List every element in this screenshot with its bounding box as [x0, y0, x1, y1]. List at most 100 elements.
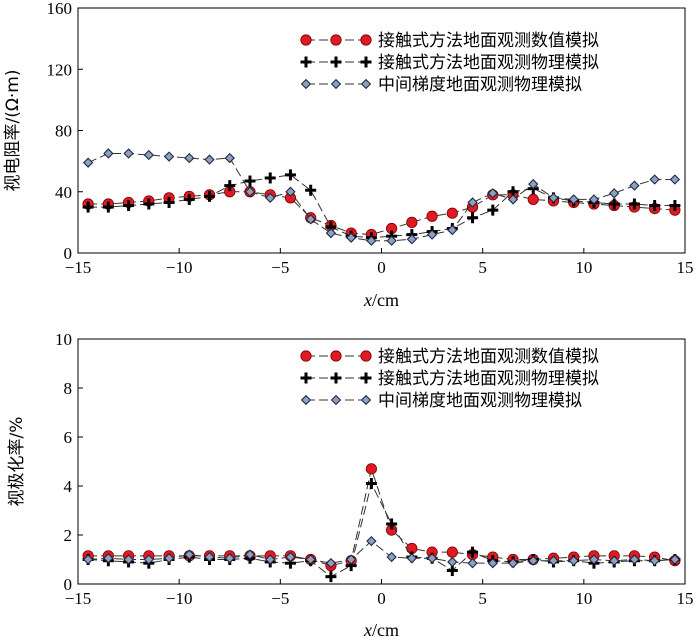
- x-tick-label: 15: [677, 589, 694, 608]
- data-point: [345, 232, 357, 243]
- data-point: [325, 227, 337, 239]
- y-tick-label: 10: [55, 330, 72, 349]
- series-numerical: [82, 463, 681, 572]
- data-point: [588, 194, 600, 205]
- legend-marker: [330, 350, 342, 362]
- data-point: [143, 149, 154, 161]
- data-point: [224, 553, 235, 564]
- data-point: [426, 553, 438, 564]
- data-point: [386, 551, 397, 563]
- data-point: [365, 463, 377, 475]
- x-tick-label: −10: [166, 589, 193, 608]
- y-tick-label: 0: [64, 244, 73, 263]
- data-point: [163, 196, 175, 208]
- data-point: [649, 555, 660, 566]
- x-tick-label: −10: [166, 258, 193, 277]
- legend-label: 接触式方法地面观测数值模拟: [378, 31, 599, 51]
- data-point: [548, 555, 559, 566]
- data-point: [264, 172, 276, 184]
- legend-item-numerical: 接触式方法地面观测数值模拟: [300, 347, 599, 367]
- data-point: [143, 198, 155, 210]
- data-point: [224, 152, 235, 164]
- data-point: [528, 178, 539, 190]
- data-point: [103, 553, 114, 564]
- legend-marker: [360, 34, 372, 46]
- data-point: [305, 554, 316, 565]
- legend-marker: [330, 394, 342, 406]
- data-point: [163, 553, 175, 564]
- data-point: [183, 193, 195, 205]
- data-point: [426, 229, 438, 240]
- legend-label: 中间梯度地面观测物理模拟: [378, 391, 582, 411]
- y-axis-label: 视极化率/%: [7, 417, 27, 507]
- data-point: [244, 186, 256, 197]
- legend-marker: [330, 372, 342, 384]
- data-point: [629, 554, 640, 565]
- data-point: [467, 546, 479, 558]
- data-point: [487, 557, 498, 569]
- y-tick-label: 160: [47, 0, 73, 18]
- data-point: [204, 551, 215, 563]
- data-point: [467, 557, 478, 569]
- data-point: [82, 201, 94, 213]
- series-line: [88, 540, 675, 564]
- y-axis-label: 视电阻率/(Ω·m): [3, 70, 23, 192]
- data-point: [568, 194, 579, 205]
- legend-marker: [360, 56, 372, 68]
- data-point: [629, 180, 640, 191]
- data-point: [184, 549, 195, 560]
- x-tick-label: −5: [271, 589, 289, 608]
- x-tick-label: 10: [575, 589, 592, 608]
- legend-marker: [330, 78, 342, 90]
- data-point: [528, 555, 539, 566]
- data-point: [285, 551, 296, 563]
- legend-item-gradient-physical: 中间梯度地面观测物理模拟: [300, 391, 582, 411]
- series-line: [88, 174, 675, 239]
- data-point: [103, 148, 114, 159]
- data-point: [305, 184, 317, 196]
- data-point: [265, 554, 276, 565]
- data-point: [204, 190, 216, 202]
- y-tick-label: 0: [64, 575, 73, 594]
- x-tick-label: −15: [65, 589, 92, 608]
- data-point: [548, 192, 559, 204]
- chart-polarizability: −15 −10 −5 0 5 10 15 0 2 4 6 8 10 x/cm 视极化率/% 接触式方法地面观测…: [7, 330, 694, 638]
- data-point: [224, 180, 236, 192]
- y-tick-label: 120: [47, 60, 73, 79]
- data-point: [609, 188, 620, 199]
- x-tick-label: 10: [575, 258, 592, 277]
- data-point: [669, 174, 681, 185]
- x-tick-label: 5: [478, 589, 487, 608]
- data-point: [365, 478, 377, 490]
- x-tick-label: −5: [271, 258, 289, 277]
- legend-label: 中间梯度地面观测物理模拟: [378, 75, 582, 95]
- data-point: [487, 188, 498, 199]
- series-line: [88, 482, 675, 578]
- data-point: [447, 224, 458, 236]
- series-line: [87, 152, 675, 242]
- data-point: [123, 554, 134, 565]
- data-point: [669, 200, 681, 212]
- data-point: [447, 556, 458, 568]
- legend-marker: [360, 394, 372, 406]
- data-point: [568, 555, 579, 566]
- legend-item-contact-physical: 接触式方法地面观测物理模拟: [300, 53, 599, 73]
- legend-marker: [330, 34, 342, 46]
- legend-marker: [360, 350, 372, 362]
- legend-marker: [300, 78, 312, 90]
- data-point: [467, 212, 479, 224]
- data-point: [184, 152, 195, 164]
- data-point: [244, 549, 256, 560]
- data-point: [163, 151, 175, 162]
- data-point: [386, 235, 397, 246]
- data-point: [649, 200, 661, 212]
- legend-marker: [360, 78, 372, 90]
- y-tick-label: 40: [55, 183, 72, 202]
- series-line: [88, 191, 675, 236]
- data-point: [628, 198, 640, 210]
- x-tick-label: 5: [478, 258, 487, 277]
- data-point: [244, 175, 256, 187]
- y-tick-label: 2: [64, 526, 73, 545]
